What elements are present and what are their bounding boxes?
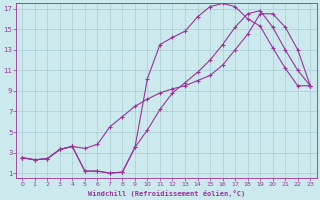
X-axis label: Windchill (Refroidissement éolien,°C): Windchill (Refroidissement éolien,°C) bbox=[88, 190, 245, 197]
